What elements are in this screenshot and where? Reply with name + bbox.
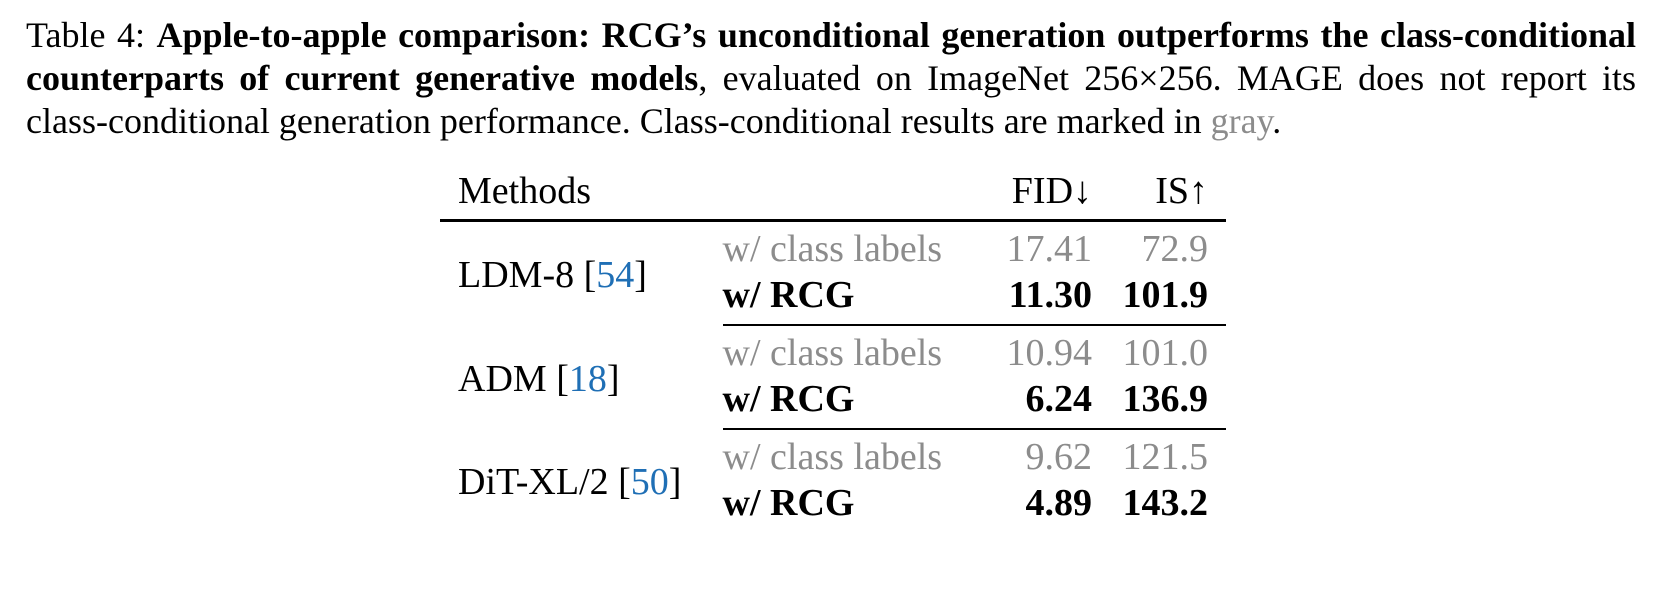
variant-cell: w/ RCG [722, 481, 855, 524]
is-cell: 121.5 [1122, 435, 1209, 478]
method-name: DiT-XL/2 [458, 461, 609, 503]
table-header-row: Methods FID↓ IS↑ [440, 166, 1226, 222]
variant-cell: w/ class labels [722, 331, 943, 374]
header-variant [722, 166, 978, 222]
is-cell: 72.9 [1141, 227, 1209, 270]
comparison-table: Methods FID↓ IS↑ LDM-8 [54] w/ class lab… [440, 166, 1226, 532]
fid-cell: 4.89 [1025, 481, 1093, 524]
table-group-adm: ADM [18] w/ class labels 10.94 101.0 w/ … [440, 325, 1226, 430]
table-row: w/ RCG 11.30 101.9 [440, 271, 1226, 326]
table-caption: Table 4: Apple-to-apple comparison: RCG’… [26, 14, 1636, 143]
header-fid: FID↓ [977, 166, 1093, 222]
caption-bold-text: Apple-to-apple comparison: RCG’s uncondi… [26, 15, 1636, 98]
variant-cell: w/ class labels [722, 227, 943, 270]
caption-label: Table 4: [26, 15, 145, 55]
table-row: DiT-XL/2 [50] w/ class labels 9.62 121.5 [440, 429, 1226, 504]
table-group-ldm: LDM-8 [54] w/ class labels 17.41 72.9 w/… [440, 220, 1226, 326]
header-methods: Methods [440, 166, 723, 222]
table-row: ADM [18] w/ class labels 10.94 101.0 [440, 325, 1226, 400]
fid-cell: 17.41 [1006, 227, 1093, 270]
method-name-cell: LDM-8 [54] [458, 254, 647, 296]
citation-link[interactable]: 54 [596, 254, 635, 296]
caption-gray-word: gray [1210, 101, 1273, 141]
method-name-cell: DiT-XL/2 [50] [458, 461, 682, 503]
method-name: LDM-8 [458, 254, 575, 296]
comparison-table-wrapper: Methods FID↓ IS↑ LDM-8 [54] w/ class lab… [440, 166, 1226, 532]
table-row: LDM-8 [54] w/ class labels 17.41 72.9 [440, 220, 1226, 297]
citation-link[interactable]: 18 [568, 357, 607, 400]
variant-cell: w/ RCG [722, 271, 978, 326]
method-name-cell: ADM [18] [458, 357, 620, 400]
fid-cell: 6.24 [977, 375, 1093, 430]
variant-cell: w/ RCG [722, 375, 978, 430]
fid-cell: 11.30 [977, 271, 1093, 326]
fid-cell: 9.62 [1025, 435, 1093, 478]
table-row: w/ RCG 6.24 136.9 [440, 375, 1226, 430]
method-name: ADM [458, 357, 547, 400]
is-cell: 136.9 [1092, 375, 1226, 430]
fid-cell: 10.94 [1006, 331, 1093, 374]
citation-link[interactable]: 50 [630, 461, 669, 503]
is-cell: 143.2 [1122, 481, 1209, 524]
caption-rest-text: , evaluated on ImageNet 256×256. MAGE do… [26, 58, 1636, 141]
variant-cell: w/ class labels [722, 435, 943, 478]
is-cell: 101.9 [1092, 271, 1226, 326]
is-cell: 101.0 [1122, 331, 1209, 374]
table-group-dit: DiT-XL/2 [50] w/ class labels 9.62 121.5… [440, 429, 1226, 532]
table-row: w/ RCG 4.89 143.2 [440, 480, 1226, 532]
header-is: IS↑ [1092, 166, 1226, 222]
caption-end: . [1272, 101, 1282, 141]
